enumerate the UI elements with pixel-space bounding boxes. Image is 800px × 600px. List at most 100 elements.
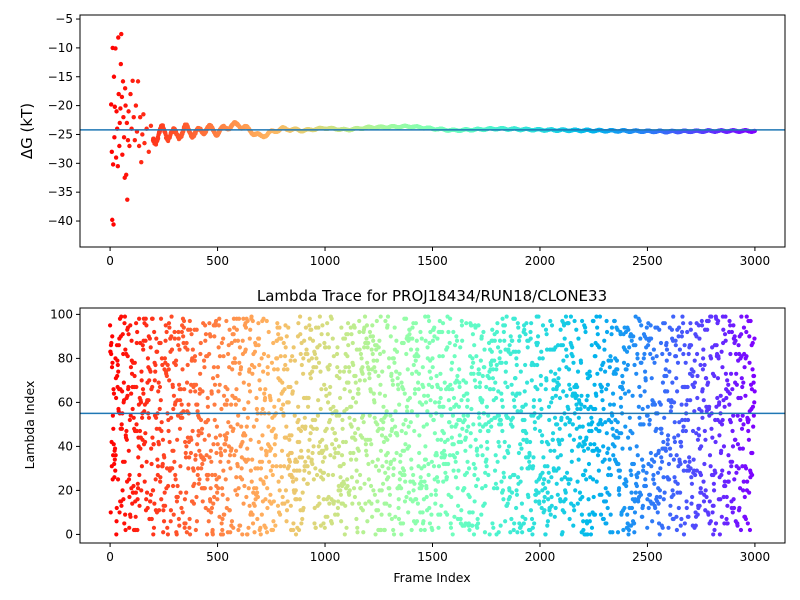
lambda-trace-point: [497, 338, 503, 343]
lambda-trace-point: [324, 426, 329, 431]
lambda-trace-point: [160, 461, 165, 467]
lambda-trace-point: [449, 367, 454, 372]
lambda-trace-point: [372, 400, 377, 405]
lambda-trace-point: [109, 351, 114, 357]
lambda-trace-point: [248, 437, 253, 442]
lambda-trace-point: [399, 532, 404, 537]
lambda-trace-point: [367, 371, 372, 376]
lambda-trace-point: [538, 413, 543, 418]
lambda-trace-point: [397, 371, 402, 376]
free-energy-point: [112, 135, 117, 140]
lambda-trace-point: [273, 523, 278, 528]
lambda-trace-point: [326, 367, 331, 372]
lambda-trace-point: [441, 431, 446, 436]
lambda-trace-point: [399, 428, 404, 434]
lambda-trace-point: [132, 360, 137, 365]
lambda-trace-point: [336, 499, 341, 504]
lambda-trace-point: [233, 488, 238, 493]
lambda-trace-point: [231, 525, 236, 530]
lambda-trace-point: [114, 532, 119, 537]
lambda-trace-point: [480, 486, 485, 491]
lambda-trace-point: [218, 433, 223, 438]
lambda-trace-point: [394, 369, 399, 374]
lambda-trace-point: [422, 393, 427, 398]
lambda-trace-point: [457, 433, 462, 438]
lambda-trace-point: [320, 459, 325, 464]
lambda-trace-point: [261, 369, 266, 374]
lambda-trace-point: [325, 321, 330, 326]
lambda-trace-point: [190, 347, 195, 352]
lambda-trace-point: [531, 404, 536, 409]
lambda-trace-point: [383, 470, 388, 475]
lambda-trace-point: [192, 481, 197, 486]
lambda-trace-point: [277, 325, 282, 330]
lambda-trace-point: [208, 499, 213, 504]
lambda-trace-point: [193, 453, 198, 458]
lambda-trace-point: [256, 336, 262, 341]
lambda-trace-point: [336, 450, 341, 456]
lambda-trace-point: [202, 323, 208, 328]
lambda-trace-point: [297, 314, 303, 319]
lambda-trace-point: [560, 437, 565, 442]
lambda-trace-point: [373, 369, 378, 374]
lambda-trace-point: [209, 459, 214, 464]
lambda-trace-point: [128, 514, 133, 519]
lambda-trace-point: [198, 371, 203, 376]
lambda-trace-point: [301, 477, 306, 482]
lambda-trace-point: [557, 442, 562, 447]
lambda-trace-point: [287, 437, 292, 442]
lambda-trace-point: [254, 486, 259, 491]
lambda-trace-point: [289, 450, 294, 456]
lambda-trace-point: [495, 486, 500, 491]
lambda-trace-point: [324, 393, 329, 398]
lambda-trace-point: [340, 417, 345, 423]
lambda-trace-point: [512, 521, 517, 526]
lambda-trace-point: [559, 415, 564, 420]
lambda-trace-point: [305, 481, 310, 486]
lambda-trace-point: [420, 510, 425, 515]
lambda-trace-point: [186, 466, 191, 471]
lambda-trace-point: [229, 340, 234, 346]
lambda-trace-point: [489, 349, 494, 354]
lambda-trace-point: [148, 492, 154, 497]
lambda-trace-point: [221, 336, 226, 341]
lambda-trace-point: [353, 431, 358, 436]
lambda-trace-point: [129, 338, 134, 343]
lambda-trace-point: [235, 338, 241, 343]
lambda-trace-point: [236, 316, 242, 321]
lambda-trace-point: [323, 387, 328, 392]
lambda-trace-point: [309, 327, 314, 332]
lambda-trace-point: [410, 325, 415, 330]
lambda-trace-point: [471, 461, 476, 467]
lambda-trace-point: [389, 516, 394, 522]
lambda-trace-point: [317, 314, 322, 319]
lambda-trace-point: [172, 336, 177, 341]
lambda-trace-point: [411, 488, 416, 493]
lambda-trace-point: [484, 384, 489, 390]
lambda-trace-point: [135, 486, 141, 491]
lambda-trace-point: [545, 523, 550, 528]
lambda-trace-point: [218, 459, 223, 464]
lambda-trace-point: [454, 334, 459, 339]
lambda-trace-point: [501, 475, 507, 480]
lambda-trace-point: [321, 497, 326, 502]
lambda-trace-point: [195, 472, 200, 478]
lambda-trace-point: [457, 384, 462, 390]
lambda-trace-point: [476, 367, 481, 372]
lambda-trace-point: [229, 402, 234, 407]
lambda-trace-point: [448, 316, 453, 321]
lambda-trace-point: [486, 472, 491, 478]
lambda-trace-point: [236, 486, 241, 491]
lambda-trace-point: [163, 323, 168, 328]
lambda-trace-point: [477, 380, 483, 385]
lambda-trace-point: [422, 464, 427, 469]
lambda-trace-point: [369, 347, 374, 352]
lambda-trace-point: [199, 426, 205, 431]
lambda-trace-point: [349, 424, 354, 429]
lambda-trace-point: [443, 470, 448, 475]
lambda-trace-point: [363, 442, 368, 447]
lambda-trace-point: [240, 532, 245, 537]
lambda-trace-point: [312, 351, 318, 357]
lambda-trace-point: [330, 426, 335, 431]
lambda-trace-point: [455, 503, 461, 508]
